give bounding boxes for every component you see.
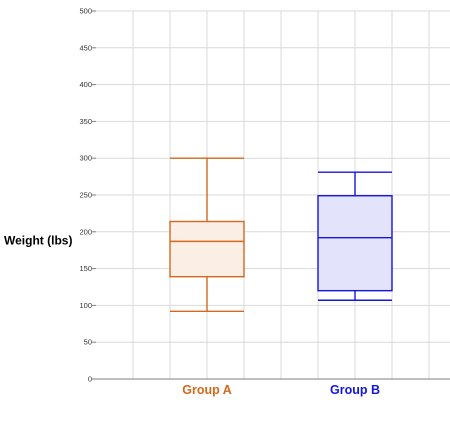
y-tick-label: 50	[84, 338, 92, 347]
box-iqr	[169, 220, 245, 278]
y-tick-label: 350	[79, 117, 92, 126]
box-group-a	[169, 157, 245, 312]
x-category-labels: Group A Group B	[182, 383, 380, 397]
box-iqr	[317, 195, 393, 292]
y-tick-labels: 0 50 100 150 200 250 300 350 400 450 500	[79, 7, 92, 384]
boxes	[169, 157, 393, 312]
box-group-b	[317, 171, 393, 301]
x-category-label: Group A	[182, 383, 232, 397]
gridlines	[92, 10, 450, 380]
y-tick-label: 100	[79, 301, 92, 310]
y-tick-label: 500	[79, 7, 92, 16]
y-tick-label: 400	[79, 80, 92, 89]
y-tick-label: 450	[79, 43, 92, 52]
y-tick-label: 150	[79, 264, 92, 273]
y-tick-label: 200	[79, 227, 92, 236]
y-tick-label: 250	[79, 191, 92, 200]
y-axis-label: Weight (lbs)	[4, 234, 72, 248]
x-category-label: Group B	[330, 383, 380, 397]
y-tick-label: 0	[88, 375, 92, 384]
y-tick-label: 300	[79, 154, 92, 163]
